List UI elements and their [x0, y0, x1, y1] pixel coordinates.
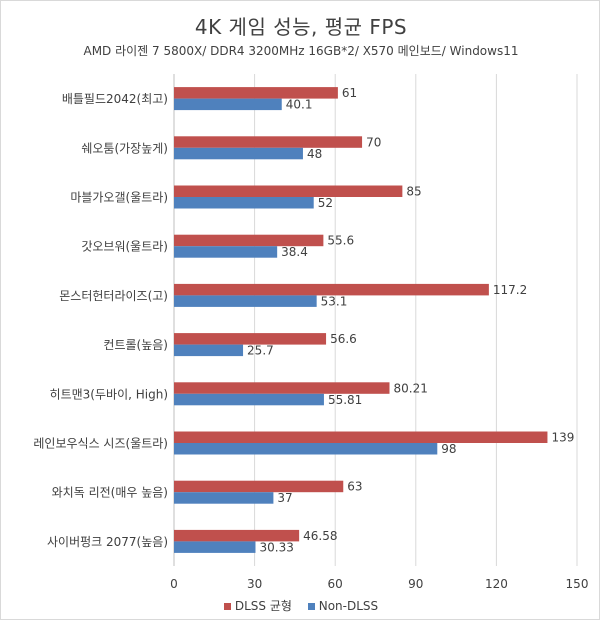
data-label-dlss: 139 — [551, 431, 574, 445]
data-label-dlss: 117.2 — [493, 283, 527, 297]
data-label-dlss: 61 — [342, 86, 357, 100]
data-label-non-dlss: 98 — [441, 442, 456, 456]
chart-legend: DLSS 균형 Non-DLSS — [1, 597, 600, 614]
data-label-non-dlss: 55.81 — [328, 393, 362, 407]
category-label: 히트맨3(두바이, High) — [50, 387, 168, 401]
bar-dlss — [174, 283, 489, 296]
bar-dlss — [174, 529, 300, 542]
x-tick-label: 150 — [566, 577, 589, 591]
category-label: 레인보우식스 시즈(울트라) — [33, 437, 168, 451]
data-label-dlss: 80.21 — [393, 381, 427, 395]
bar-dlss — [174, 382, 390, 394]
legend-swatch-non-dlss — [307, 603, 315, 610]
x-tick-label: 30 — [247, 577, 262, 591]
bar-dlss — [174, 87, 338, 99]
data-label-dlss: 70 — [366, 135, 381, 149]
data-label-non-dlss: 52 — [318, 196, 333, 210]
x-tick-label: 0 — [170, 577, 178, 591]
data-label-dlss: 63 — [347, 480, 362, 494]
data-label-dlss: 46.58 — [303, 529, 337, 543]
data-label-non-dlss: 30.33 — [259, 540, 293, 554]
bar-non-dlss — [174, 541, 256, 553]
legend-swatch-dlss — [223, 603, 231, 610]
category-label: 마블가오갤(울트라) — [70, 191, 168, 205]
chart-subtitle: AMD 라이젠 7 5800X/ DDR4 3200MHz 16GB*2/ X5… — [83, 44, 519, 58]
bar-non-dlss — [174, 246, 278, 258]
data-label-non-dlss: 53.1 — [321, 294, 348, 308]
bar-dlss — [174, 234, 324, 247]
bar-dlss — [174, 136, 363, 148]
x-tick-label: 60 — [328, 577, 343, 591]
legend-label-dlss: DLSS 균형 — [234, 599, 292, 613]
category-label: 몬스터헌터라이즈(고) — [59, 289, 168, 303]
x-tick-label: 120 — [485, 577, 508, 591]
data-label-dlss: 56.6 — [330, 332, 357, 346]
data-label-dlss: 85 — [406, 185, 421, 199]
category-label: 사이버펑크 2077(높음) — [47, 535, 168, 549]
x-tick-label: 90 — [408, 577, 423, 591]
legend-item-dlss: DLSS 균형 — [223, 597, 292, 614]
data-label-non-dlss: 48 — [307, 147, 322, 161]
bar-non-dlss — [174, 492, 274, 504]
data-label-non-dlss: 37 — [277, 491, 292, 505]
bar-dlss — [174, 185, 403, 197]
bar-dlss — [174, 480, 344, 493]
chart-title: 4K 게임 성능, 평균 FPS — [194, 15, 408, 39]
bar-non-dlss — [174, 393, 324, 406]
data-label-dlss: 55.6 — [327, 234, 354, 248]
data-label-non-dlss: 38.4 — [281, 245, 308, 259]
bar-non-dlss — [174, 197, 314, 209]
category-label: 쉐오툼(가장높게) — [81, 141, 168, 155]
bar-non-dlss — [174, 443, 438, 455]
data-label-non-dlss: 40.1 — [286, 98, 313, 112]
category-label: 컨트롤(높음) — [103, 338, 168, 352]
bar-non-dlss — [174, 295, 317, 307]
bar-dlss — [174, 431, 548, 443]
category-label: 와치독 리전(매우 높음) — [52, 486, 168, 500]
legend-label-non-dlss: Non-DLSS — [318, 599, 379, 613]
bar-dlss — [174, 333, 327, 345]
bar-non-dlss — [174, 344, 244, 357]
bar-non-dlss — [174, 98, 282, 111]
category-label: 배틀필드2042(최고) — [62, 92, 168, 106]
data-label-non-dlss: 25.7 — [247, 344, 274, 358]
category-label: 갓오브워(울트라) — [81, 240, 168, 254]
legend-item-non-dlss: Non-DLSS — [307, 599, 379, 613]
bar-non-dlss — [174, 147, 303, 160]
